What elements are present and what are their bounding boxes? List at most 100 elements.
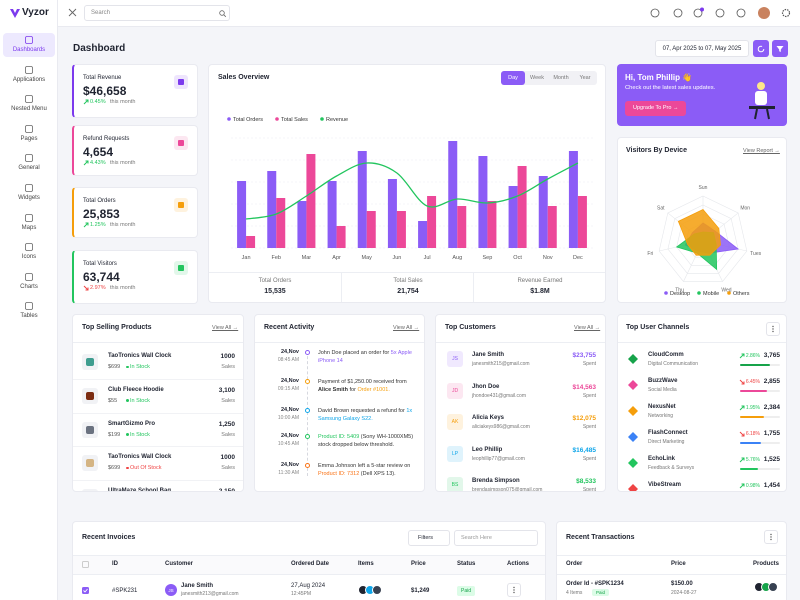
nav-item[interactable]: General (3, 151, 55, 175)
invoice-id: #SPK231 (112, 588, 138, 594)
activity-dot (305, 350, 310, 355)
nav-item[interactable]: Applications (3, 63, 55, 87)
sidebar: Vyzor Dashboards Applications Nested Menu Pa… (0, 0, 58, 600)
nav-icon (25, 184, 33, 192)
nav-item[interactable]: Charts (3, 270, 55, 294)
activity-time: 09:15 AM (277, 386, 299, 392)
product-sales: 3,100 (218, 386, 235, 394)
channel-icon (628, 406, 638, 416)
product-name: UltraMaze School Bag (108, 488, 172, 492)
icon-shape (736, 8, 746, 18)
bar (427, 196, 437, 248)
icon-shape (673, 8, 683, 18)
filter-button[interactable]: Filters (408, 530, 450, 546)
divider (73, 446, 243, 448)
customer-email: janesmith215@gmail.com (472, 361, 530, 367)
icon-shape (25, 272, 33, 281)
icon-shape (25, 213, 33, 222)
check (83, 588, 88, 593)
bar (448, 141, 458, 248)
x-tick-label: Feb (272, 255, 281, 261)
trend-up-icon (83, 160, 89, 166)
product-image (82, 421, 98, 438)
bar (547, 206, 557, 248)
top-selling-card: Top Selling Products View All → TaoTronics… (72, 314, 244, 492)
card-link[interactable]: View All → (393, 325, 420, 331)
summary-value: 21,754 (397, 288, 419, 295)
tab[interactable]: Day (501, 71, 525, 85)
product-sales: 1000 (220, 353, 235, 360)
refresh-button[interactable] (753, 40, 769, 57)
recent-activity-card: Recent Activity View All → 24,Nov 08:45 AM J… (254, 314, 425, 492)
menu-button[interactable] (766, 322, 780, 336)
date-range[interactable]: 07, Apr 2025 to 07, May 2025 (655, 40, 749, 57)
arrow (83, 285, 89, 291)
summary-label: Total Sales (393, 278, 423, 284)
nav-item[interactable]: Widgets (3, 181, 55, 205)
dot (772, 330, 774, 333)
tab[interactable]: Year (579, 75, 591, 81)
nav-label: Pages (20, 135, 38, 142)
stat-value: 4,654 (83, 145, 114, 159)
row-checkbox[interactable] (82, 587, 89, 594)
menu-button[interactable] (507, 583, 521, 597)
channel-change: 6.45% (745, 379, 760, 385)
promo-button[interactable]: Upgrade To Pro → (625, 101, 687, 116)
product-name: TaoTronics Wall Clock (108, 454, 172, 461)
topbar: Search (58, 0, 800, 27)
customer-amount: $14,563 (572, 383, 597, 391)
activity-text-part: 5x Apple iPhone 14 (318, 350, 412, 364)
product-price: $699 (108, 364, 121, 370)
stat-value: 25,853 (83, 207, 120, 221)
x-tick-label: Jul (424, 255, 431, 261)
summary-label: Revenue Earned (517, 278, 563, 284)
channel-bar (740, 364, 770, 366)
customer-amount: $8,533 (576, 478, 596, 485)
promo-card: Hi, Tom Phillip 👋 Check out the latest sa… (617, 64, 787, 126)
nav-item[interactable]: Dashboards (3, 33, 55, 57)
visitors-card: Visitors By Device View Report → Sun Mon Tue… (617, 137, 787, 303)
stock-status: In Stock (130, 431, 150, 438)
search-box[interactable]: Search (84, 5, 230, 21)
nav-item[interactable]: Tables (3, 299, 55, 323)
column-header: Order (566, 561, 583, 567)
card-link[interactable]: View Report → (743, 148, 780, 154)
icon (178, 265, 184, 271)
activity-date: 24,Nov (280, 462, 299, 468)
activity-date: 24,Nov (280, 407, 299, 413)
nav-item[interactable]: Icons (3, 240, 55, 264)
x-tick-label: Mar (302, 255, 312, 261)
nav-item[interactable]: Maps (3, 211, 55, 235)
activity-dot (305, 379, 310, 384)
x-tick-label: Dec (573, 255, 583, 261)
search-box[interactable]: Search Here (454, 530, 538, 546)
header-checkbox[interactable] (82, 561, 89, 568)
bar (237, 181, 247, 248)
activity-text: John Doe placed an order for 5x Apple iP… (318, 349, 418, 365)
funnel (776, 45, 784, 52)
nav-item[interactable]: Nested Menu (3, 92, 55, 116)
tab[interactable]: Week (530, 75, 544, 81)
divider (73, 378, 243, 380)
stat-label: Total Revenue (83, 75, 122, 81)
nav-item[interactable]: Pages (3, 122, 55, 146)
nav-label: Tables (20, 313, 38, 320)
card-link[interactable]: View All → (212, 325, 239, 331)
filter-button[interactable] (772, 40, 788, 57)
stat-period: this month (110, 160, 136, 166)
close-menu-icon (68, 8, 77, 17)
customer-email: jhondoe431@gmail.com (472, 392, 526, 399)
tab[interactable]: Month (553, 75, 569, 81)
menu-button[interactable] (764, 530, 778, 544)
column-header: ID (112, 561, 118, 567)
stock-dot (126, 399, 129, 402)
divider (73, 412, 243, 414)
dot (770, 533, 772, 536)
spent-label: Spent (582, 424, 596, 430)
card-link[interactable]: View All → (574, 325, 601, 331)
stock-status: In Stock (130, 364, 150, 370)
icon-shape (650, 8, 660, 18)
gear (781, 8, 791, 18)
toolbar-icon (650, 8, 660, 18)
channel-icon (628, 458, 638, 468)
